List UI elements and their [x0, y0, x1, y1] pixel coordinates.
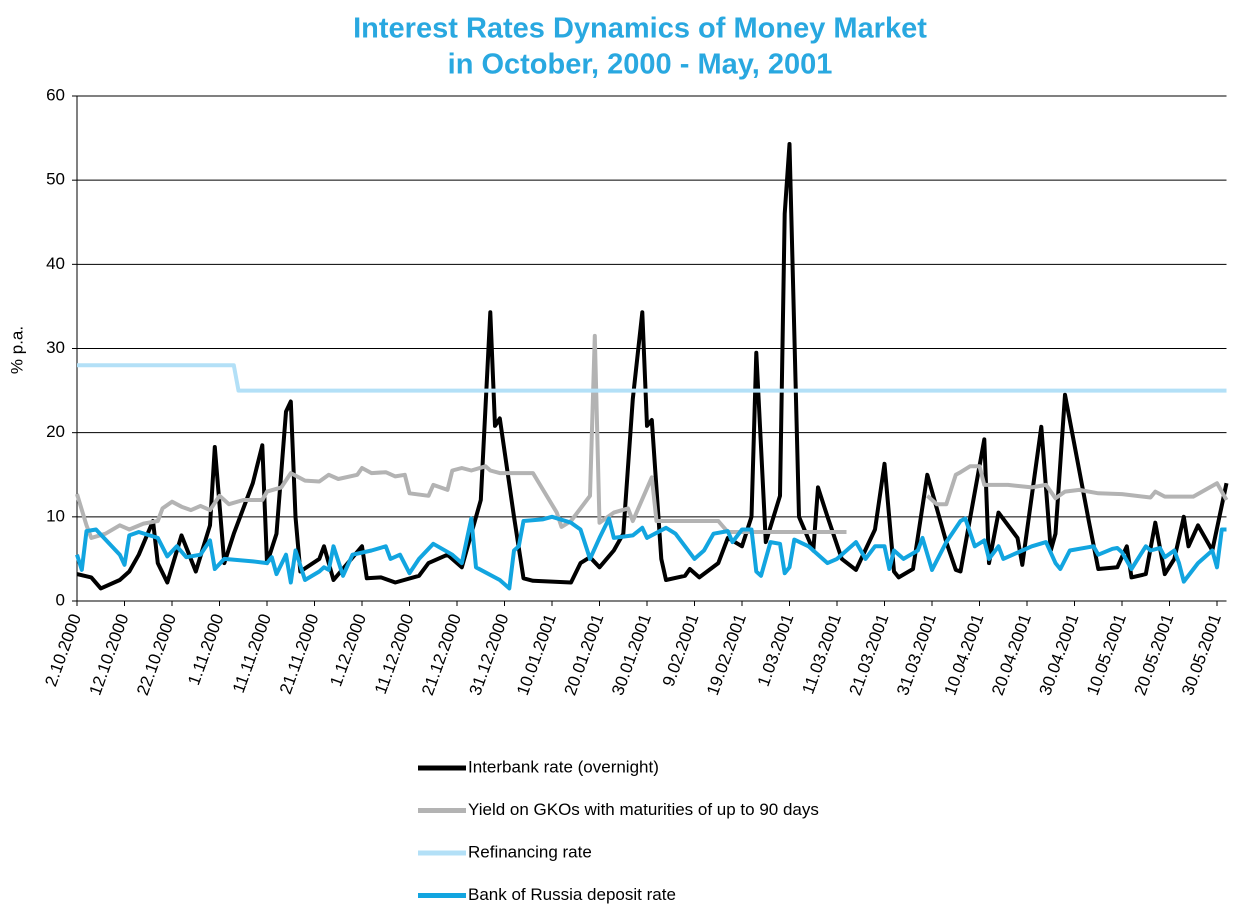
x-tick-label: 10.05.2001: [1083, 611, 1130, 697]
x-tick-label: 22.10.2000: [133, 611, 180, 697]
x-tick-label: 21.11.2000: [276, 611, 323, 696]
y-tick-label: 20: [46, 422, 65, 441]
y-tick-label: 0: [56, 590, 65, 609]
x-tick-label: 11.12.2000: [371, 611, 418, 696]
x-tick-label: 10.04.2001: [941, 611, 988, 697]
series-line: [75, 333, 1229, 540]
x-tick-label: 20.01.2001: [561, 611, 608, 697]
x-tick-label: 2.10.2000: [41, 611, 85, 689]
y-tick-label: 50: [46, 170, 65, 189]
x-tick-label: 21.03.2001: [846, 611, 893, 697]
x-tick-label: 11.03.2001: [798, 611, 845, 696]
x-tick-label: 30.04.2001: [1036, 611, 1083, 697]
series-line: [76, 142, 1229, 591]
x-tick-label: 30.05.2001: [1178, 611, 1225, 697]
series-line: [75, 514, 1227, 591]
y-tick-label: 40: [46, 254, 65, 273]
x-tick-label: 31.03.2001: [893, 611, 940, 697]
x-tick-label: 11.11.2000: [229, 611, 275, 695]
x-tick-label: 20.04.2001: [988, 611, 1035, 697]
legend-label: Yield on GKOs with maturities of up to 9…: [468, 800, 819, 819]
legend-label: Refinancing rate: [468, 842, 592, 861]
x-tick-label: 1.11.2000: [184, 611, 227, 687]
x-tick-label: 31.12.2000: [466, 611, 513, 697]
x-tick-label: 30.01.2001: [608, 611, 655, 697]
chart-title: in October, 2000 - May, 2001: [448, 49, 833, 81]
y-tick-label: 10: [46, 506, 65, 525]
x-tick-label: 9.02.2001: [659, 611, 703, 689]
series-line: [77, 363, 1227, 393]
x-tick-label: 20.05.2001: [1131, 611, 1178, 697]
x-tick-label: 10.01.2001: [513, 611, 560, 697]
y-axis-label: % p.a.: [7, 326, 26, 374]
x-tick-label: 21.12.2000: [418, 611, 465, 697]
legend-label: Interbank rate (overnight): [468, 757, 659, 776]
x-tick-label: 19.02.2001: [703, 611, 750, 697]
x-tick-label: 12.10.2000: [86, 611, 133, 697]
y-tick-label: 30: [46, 338, 65, 357]
x-tick-label: 1.12.2000: [326, 611, 370, 689]
legend-label: Bank of Russia deposit rate: [468, 885, 676, 904]
x-tick-label: 1.03.2001: [754, 611, 798, 689]
y-tick-label: 60: [46, 85, 65, 104]
chart-title: Interest Rates Dynamics of Money Market: [353, 13, 927, 45]
